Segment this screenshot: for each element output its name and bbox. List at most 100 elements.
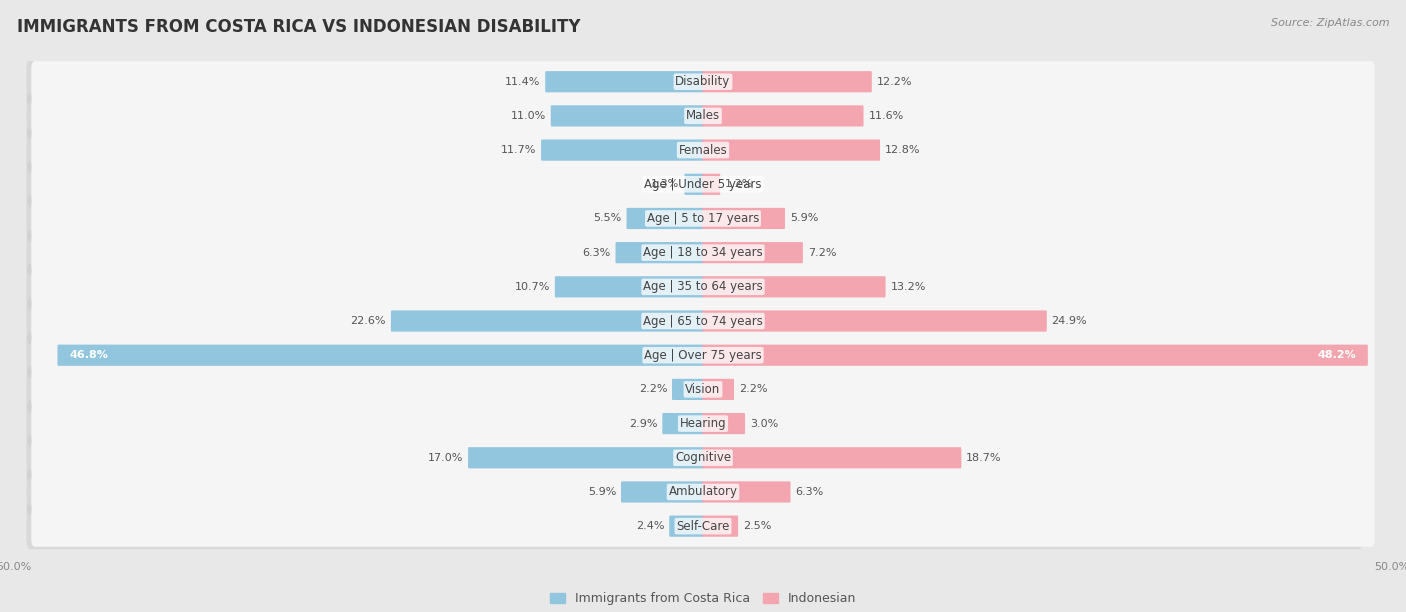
FancyBboxPatch shape [27,161,1362,207]
Text: Age | 18 to 34 years: Age | 18 to 34 years [643,246,763,259]
Text: 11.0%: 11.0% [510,111,546,121]
Text: Age | 5 to 17 years: Age | 5 to 17 years [647,212,759,225]
FancyBboxPatch shape [703,310,1047,332]
FancyBboxPatch shape [672,379,703,400]
FancyBboxPatch shape [703,379,734,400]
FancyBboxPatch shape [685,174,703,195]
Text: Ambulatory: Ambulatory [668,485,738,498]
FancyBboxPatch shape [31,61,1375,102]
Text: Age | 35 to 64 years: Age | 35 to 64 years [643,280,763,293]
FancyBboxPatch shape [703,105,863,127]
Text: Disability: Disability [675,75,731,88]
FancyBboxPatch shape [27,469,1362,515]
Text: 11.7%: 11.7% [501,145,536,155]
FancyBboxPatch shape [31,300,1375,341]
FancyBboxPatch shape [31,471,1375,513]
FancyBboxPatch shape [662,413,703,434]
Text: Cognitive: Cognitive [675,451,731,465]
Text: 46.8%: 46.8% [69,350,108,360]
Text: Vision: Vision [685,383,721,396]
FancyBboxPatch shape [703,242,803,263]
Text: 10.7%: 10.7% [515,282,550,292]
Text: Age | Over 75 years: Age | Over 75 years [644,349,762,362]
Text: Age | 65 to 74 years: Age | 65 to 74 years [643,315,763,327]
Legend: Immigrants from Costa Rica, Indonesian: Immigrants from Costa Rica, Indonesian [550,592,856,605]
FancyBboxPatch shape [627,208,703,229]
FancyBboxPatch shape [551,105,703,127]
Text: 11.6%: 11.6% [869,111,904,121]
Text: 12.2%: 12.2% [876,76,912,87]
FancyBboxPatch shape [27,367,1362,412]
FancyBboxPatch shape [703,482,790,502]
FancyBboxPatch shape [31,437,1375,479]
FancyBboxPatch shape [31,198,1375,239]
FancyBboxPatch shape [31,369,1375,410]
Text: 1.3%: 1.3% [651,179,679,189]
FancyBboxPatch shape [27,332,1362,378]
Text: 17.0%: 17.0% [427,453,463,463]
Text: Source: ZipAtlas.com: Source: ZipAtlas.com [1271,18,1389,28]
FancyBboxPatch shape [31,506,1375,547]
Text: 6.3%: 6.3% [796,487,824,497]
FancyBboxPatch shape [27,298,1362,344]
FancyBboxPatch shape [555,276,703,297]
Text: 5.9%: 5.9% [790,214,818,223]
FancyBboxPatch shape [27,93,1362,139]
FancyBboxPatch shape [703,276,886,297]
Text: 48.2%: 48.2% [1317,350,1357,360]
FancyBboxPatch shape [621,482,703,502]
FancyBboxPatch shape [31,403,1375,444]
Text: Males: Males [686,110,720,122]
Text: 24.9%: 24.9% [1052,316,1087,326]
Text: Hearing: Hearing [679,417,727,430]
Text: 1.2%: 1.2% [725,179,754,189]
FancyBboxPatch shape [703,71,872,92]
Text: Age | Under 5 years: Age | Under 5 years [644,177,762,191]
FancyBboxPatch shape [703,345,1368,366]
Text: Self-Care: Self-Care [676,520,730,532]
Text: 18.7%: 18.7% [966,453,1001,463]
FancyBboxPatch shape [391,310,703,332]
FancyBboxPatch shape [669,515,703,537]
FancyBboxPatch shape [27,127,1362,173]
Text: 5.9%: 5.9% [588,487,616,497]
FancyBboxPatch shape [27,230,1362,276]
Text: IMMIGRANTS FROM COSTA RICA VS INDONESIAN DISABILITY: IMMIGRANTS FROM COSTA RICA VS INDONESIAN… [17,18,581,36]
FancyBboxPatch shape [703,140,880,161]
FancyBboxPatch shape [703,413,745,434]
FancyBboxPatch shape [546,71,703,92]
Text: 7.2%: 7.2% [807,248,837,258]
FancyBboxPatch shape [703,174,720,195]
Text: 2.2%: 2.2% [738,384,768,394]
FancyBboxPatch shape [31,163,1375,205]
Text: 5.5%: 5.5% [593,214,621,223]
Text: 2.4%: 2.4% [636,521,665,531]
FancyBboxPatch shape [27,503,1362,549]
FancyBboxPatch shape [31,335,1375,376]
Text: 2.2%: 2.2% [638,384,668,394]
Text: Females: Females [679,144,727,157]
Text: 22.6%: 22.6% [350,316,387,326]
Text: 12.8%: 12.8% [884,145,921,155]
FancyBboxPatch shape [31,95,1375,136]
Text: 3.0%: 3.0% [749,419,778,428]
FancyBboxPatch shape [616,242,703,263]
FancyBboxPatch shape [703,515,738,537]
FancyBboxPatch shape [31,130,1375,171]
Text: 2.9%: 2.9% [628,419,658,428]
FancyBboxPatch shape [468,447,703,468]
FancyBboxPatch shape [27,59,1362,105]
FancyBboxPatch shape [58,345,703,366]
Text: 11.4%: 11.4% [505,76,540,87]
FancyBboxPatch shape [703,447,962,468]
FancyBboxPatch shape [703,208,785,229]
FancyBboxPatch shape [27,264,1362,310]
FancyBboxPatch shape [31,232,1375,274]
FancyBboxPatch shape [31,266,1375,307]
Text: 2.5%: 2.5% [742,521,772,531]
FancyBboxPatch shape [541,140,703,161]
FancyBboxPatch shape [27,435,1362,481]
Text: 6.3%: 6.3% [582,248,610,258]
FancyBboxPatch shape [27,195,1362,242]
Text: 13.2%: 13.2% [890,282,925,292]
